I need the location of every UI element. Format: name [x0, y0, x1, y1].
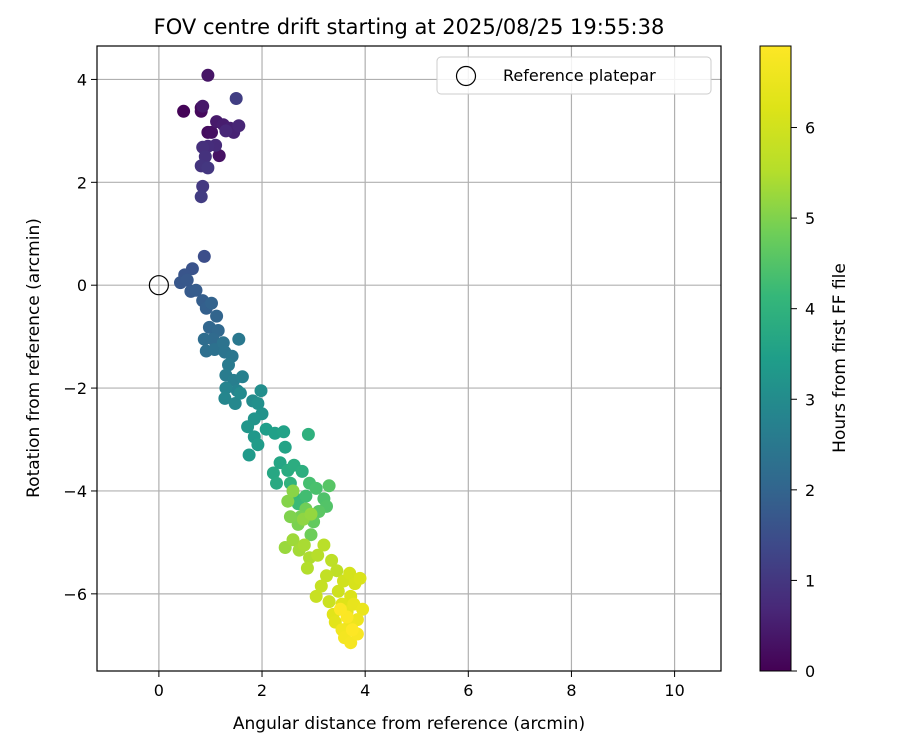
- data-point: [242, 448, 256, 462]
- data-point: [196, 179, 210, 193]
- data-point: [254, 384, 268, 398]
- plot-frame: [96, 45, 722, 672]
- data-point: [197, 332, 211, 346]
- data-point: [205, 125, 218, 139]
- data-point: [241, 420, 255, 434]
- x-tick-label: 6: [463, 681, 473, 700]
- data-point: [309, 589, 323, 603]
- data-point: [286, 484, 300, 498]
- colorbar: 0 1 2 3 4 5 6: [759, 45, 815, 681]
- data-point: [322, 595, 336, 609]
- data-point: [219, 381, 233, 395]
- y-tick-label: 2: [77, 173, 87, 192]
- colorbar-tick-label: 2: [805, 481, 815, 500]
- data-point: [219, 124, 233, 138]
- data-point: [333, 602, 347, 616]
- data-point: [229, 92, 243, 105]
- x-tick-label: 10: [664, 681, 684, 700]
- data-point: [309, 481, 323, 495]
- data-point: [180, 273, 194, 287]
- data-point: [212, 149, 226, 163]
- x-axis-ticks: 0 2 4 6 8 10: [154, 671, 685, 700]
- legend-marker-reference: [455, 65, 477, 87]
- reference-point-marker: [148, 275, 169, 296]
- data-point: [177, 104, 191, 118]
- data-point: [325, 553, 339, 567]
- data-point: [299, 489, 313, 503]
- data-point: [331, 584, 345, 598]
- data-point: [197, 249, 211, 263]
- grid: [97, 46, 721, 671]
- data-point: [251, 397, 265, 410]
- legend: Reference platepar: [436, 56, 712, 95]
- data-point: [343, 566, 357, 580]
- data-point: [320, 569, 333, 583]
- data-point: [201, 68, 215, 82]
- chart-title: FOV centre drift starting at 2025/08/25 …: [154, 15, 665, 39]
- data-point: [205, 296, 218, 310]
- data-point: [235, 370, 249, 384]
- y-tick-label: −4: [63, 482, 87, 501]
- data-point: [314, 579, 328, 593]
- data-point: [201, 161, 215, 175]
- x-axis-label: Angular distance from reference (arcmin): [233, 714, 585, 734]
- data-point: [301, 427, 315, 441]
- data-point: [295, 464, 309, 478]
- data-point: [270, 476, 283, 490]
- y-tick-label: −6: [63, 585, 87, 604]
- y-tick-label: 4: [77, 70, 87, 89]
- colorbar-label: Hours from first FF file: [830, 263, 850, 453]
- data-point: [210, 309, 224, 323]
- data-point: [232, 332, 246, 346]
- data-point: [196, 99, 210, 113]
- data-point: [278, 440, 292, 454]
- x-tick-label: 2: [257, 681, 267, 700]
- data-point: [356, 602, 370, 616]
- y-axis-ticks: 4 2 0 −2 −4 −6: [63, 70, 97, 604]
- data-point: [189, 283, 203, 297]
- legend-label-reference: Reference platepar: [503, 66, 656, 85]
- colorbar-gradient: [759, 45, 792, 672]
- colorbar-tick-label: 5: [805, 209, 815, 228]
- data-point: [283, 510, 297, 524]
- data-point: [281, 494, 295, 508]
- data-point: [297, 538, 311, 552]
- data-point: [232, 119, 246, 133]
- data-point: [300, 561, 314, 575]
- legend-box: [436, 56, 712, 95]
- data-point: [317, 538, 331, 552]
- data-point: [277, 425, 291, 439]
- colorbar-tick-label: 3: [805, 390, 815, 409]
- data-point: [266, 466, 280, 480]
- data-point: [286, 533, 300, 547]
- colorbar-tick-label: 0: [805, 662, 815, 681]
- colorbar-tick-label: 4: [805, 300, 815, 319]
- y-tick-label: −2: [63, 379, 87, 398]
- data-point: [345, 623, 359, 637]
- data-point: [330, 564, 344, 578]
- data-point: [228, 397, 242, 410]
- data-point: [222, 358, 235, 372]
- colorbar-tick-label: 1: [805, 571, 815, 590]
- data-point: [194, 190, 208, 204]
- x-tick-label: 4: [360, 681, 370, 700]
- x-tick-label: 8: [566, 681, 576, 700]
- y-axis-label: Rotation from reference (arcmin): [24, 218, 44, 498]
- data-points: [148, 68, 370, 650]
- data-point: [304, 507, 318, 521]
- colorbar-tick-label: 6: [805, 119, 815, 138]
- y-tick-label: 0: [77, 276, 87, 295]
- data-point: [322, 479, 336, 493]
- data-point: [233, 386, 247, 400]
- data-point: [304, 528, 318, 542]
- data-point: [251, 438, 265, 452]
- data-point: [353, 571, 367, 585]
- data-point: [311, 548, 325, 562]
- data-point: [218, 391, 232, 405]
- x-tick-label: 0: [154, 681, 164, 700]
